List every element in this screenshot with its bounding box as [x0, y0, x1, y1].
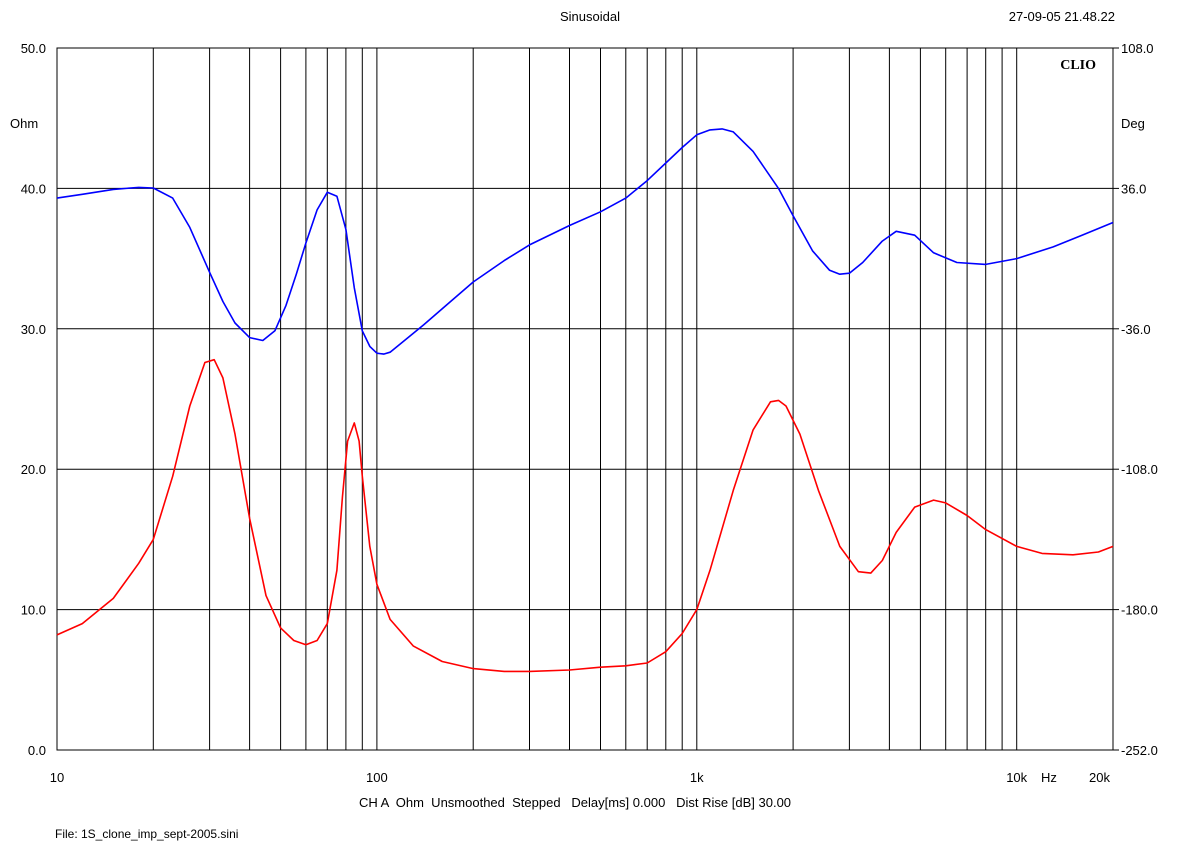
grid — [57, 48, 1113, 750]
file-name: File: 1S_clone_imp_sept-2005.sini — [55, 827, 238, 841]
y2-tick-label: 108.0 — [1121, 41, 1154, 56]
series-layer — [56, 128, 1114, 673]
y2-tick-label: 36.0 — [1121, 181, 1146, 196]
y-tick-label: 30.0 — [21, 322, 46, 337]
y-tick-label: 40.0 — [21, 181, 46, 196]
plot-frame — [56, 47, 1114, 751]
y-axis-right: -252.0 -180.0 -108.0 -36.0 36.0 108.0 — [1113, 41, 1158, 758]
y2-tick-label: -36.0 — [1121, 322, 1151, 337]
y2-tick-label: -108.0 — [1121, 462, 1158, 477]
y2-tick-label: -180.0 — [1121, 603, 1158, 618]
x-tick-label: 10k — [1006, 770, 1027, 785]
y2-axis-label: Deg — [1121, 116, 1145, 131]
y-axis-label: Ohm — [10, 116, 38, 131]
x-tick-label: 10 — [50, 770, 64, 785]
y-axis-left: 0.0 10.0 20.0 30.0 40.0 50.0 — [21, 41, 46, 758]
x-tick-label: 20k — [1089, 770, 1110, 785]
chart-timestamp: 27-09-05 21.48.22 — [1009, 9, 1115, 24]
y-tick-label: 50.0 — [21, 41, 46, 56]
magnitude-curve — [56, 358, 1114, 673]
x-axis: 10 100 1k 10k 20k — [50, 770, 1111, 785]
y2-tick-label: -252.0 — [1121, 743, 1158, 758]
x-tick-label: 100 — [366, 770, 388, 785]
x-unit-label: Hz — [1041, 770, 1057, 785]
chart-title: Sinusoidal — [560, 9, 620, 24]
x-tick-label: 1k — [690, 770, 704, 785]
y-tick-label: 20.0 — [21, 462, 46, 477]
measurement-settings: CH A Ohm Unsmoothed Stepped Delay[ms] 0.… — [359, 795, 791, 810]
y-tick-label: 0.0 — [28, 743, 46, 758]
phase-curve — [56, 128, 1114, 355]
clio-logo: CLIO — [1060, 58, 1096, 73]
y-tick-label: 10.0 — [21, 603, 46, 618]
